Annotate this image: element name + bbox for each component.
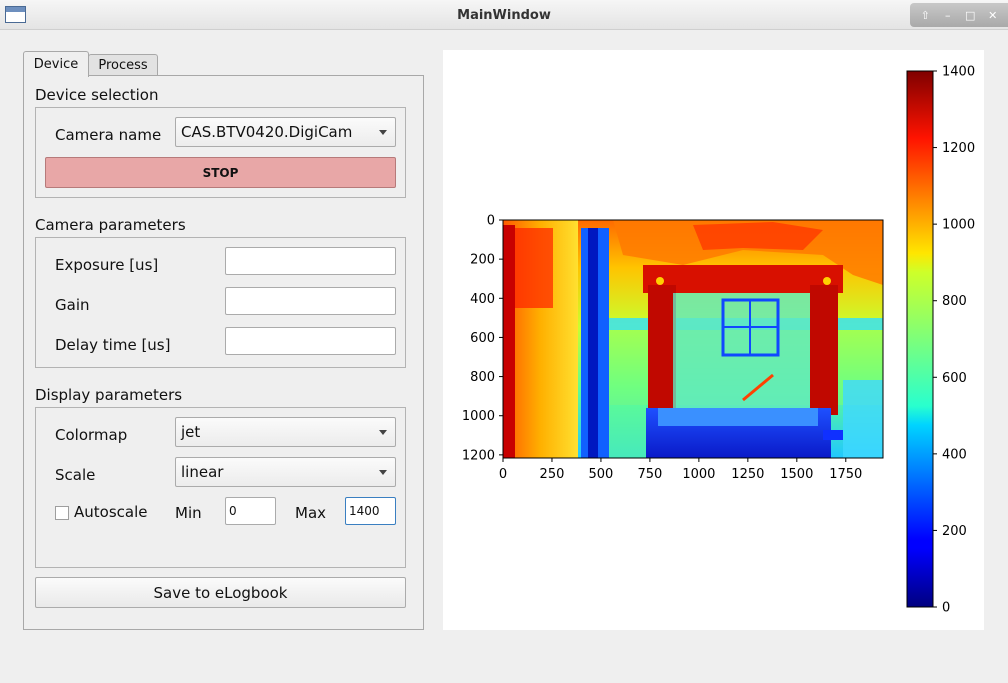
shade-icon[interactable]: ⇧ [920,8,930,22]
colormap-label: Colormap [55,426,128,444]
x-tick-label: 750 [637,467,662,482]
app-window-icon [5,6,26,23]
x-tick-label: 1250 [731,467,764,482]
image-axes-frame [502,219,884,459]
window-title: MainWindow [457,8,551,23]
tab-process[interactable]: Process [88,54,158,76]
max-input[interactable]: 1400 [345,497,396,525]
camera-image-plot: 0 250 500 750 1000 1250 1500 1750 0 200 400 600 800… [462,65,975,616]
display-parameters-title: Display parameters [35,386,183,404]
colormap-value: jet [181,423,201,441]
min-label: Min [175,504,202,522]
save-to-elogbook-button[interactable]: Save to eLogbook [35,577,406,608]
window-controls: ⇧ – □ ✕ [910,3,1008,27]
plot-canvas: 0 250 500 750 1000 1250 1500 1750 0 200 400 600 800… [443,50,984,630]
colormap-combo[interactable]: jet [175,417,396,447]
camera-name-value: CAS.BTV0420.DigiCam [181,123,353,141]
scale-value: linear [181,463,224,481]
delay-time-input[interactable] [225,327,396,355]
colorbar-axis: 0 200 400 600 800 1000 1200 1400 [933,65,975,616]
x-tick-label: 1750 [829,467,862,482]
colorbar-tick-label: 200 [942,524,967,539]
y-axis: 0 200 400 600 800 1000 1200 [462,214,503,463]
device-selection-title: Device selection [35,86,159,104]
y-tick-label: 200 [470,253,495,268]
scale-label: Scale [55,466,96,484]
colorbar-tick-label: 0 [942,601,950,616]
colorbar-tick-label: 1200 [942,141,975,156]
colorbar-tick-label: 1400 [942,65,975,80]
minimize-icon[interactable]: – [945,8,951,22]
close-icon[interactable]: ✕ [988,8,998,22]
exposure-label: Exposure [us] [55,256,159,274]
y-tick-label: 1200 [462,448,495,463]
stop-button[interactable]: STOP [45,157,396,188]
y-tick-label: 0 [487,214,495,229]
display-parameters-group [35,407,406,568]
colorbar [906,70,934,608]
scale-combo[interactable]: linear [175,457,396,487]
y-tick-label: 1000 [462,409,495,424]
chevron-down-icon [379,470,387,475]
maximize-icon[interactable]: □ [965,8,976,22]
max-label: Max [295,504,327,522]
camera-name-label: Camera name [55,126,162,144]
x-tick-label: 500 [589,467,614,482]
x-tick-label: 1000 [682,467,715,482]
x-tick-label: 1500 [780,467,813,482]
camera-image [503,220,883,458]
y-tick-label: 800 [470,370,495,385]
gain-label: Gain [55,296,90,314]
colorbar-tick-label: 800 [942,294,967,309]
title-bar: MainWindow ⇧ – □ ✕ [0,0,1008,30]
colorbar-tick-label: 1000 [942,218,975,233]
delay-time-label: Delay time [us] [55,336,171,354]
chevron-down-icon [379,130,387,135]
device-selection-group [35,107,406,198]
exposure-input[interactable] [225,247,396,275]
x-tick-label: 250 [540,467,565,482]
min-input[interactable]: 0 [225,497,276,525]
colorbar-tick-label: 400 [942,447,967,462]
camera-parameters-title: Camera parameters [35,216,186,234]
x-tick-label: 0 [499,467,507,482]
y-tick-label: 600 [470,331,495,346]
y-tick-label: 400 [470,292,495,307]
camera-name-combo[interactable]: CAS.BTV0420.DigiCam [175,117,396,147]
colorbar-tick-label: 600 [942,371,967,386]
camera-parameters-group [35,237,406,368]
gain-input[interactable] [225,287,396,315]
chevron-down-icon [379,430,387,435]
tab-device[interactable]: Device [23,51,89,77]
x-axis: 0 250 500 750 1000 1250 1500 1750 [499,458,862,482]
autoscale-label: Autoscale [74,503,148,521]
autoscale-checkbox[interactable] [55,506,69,520]
